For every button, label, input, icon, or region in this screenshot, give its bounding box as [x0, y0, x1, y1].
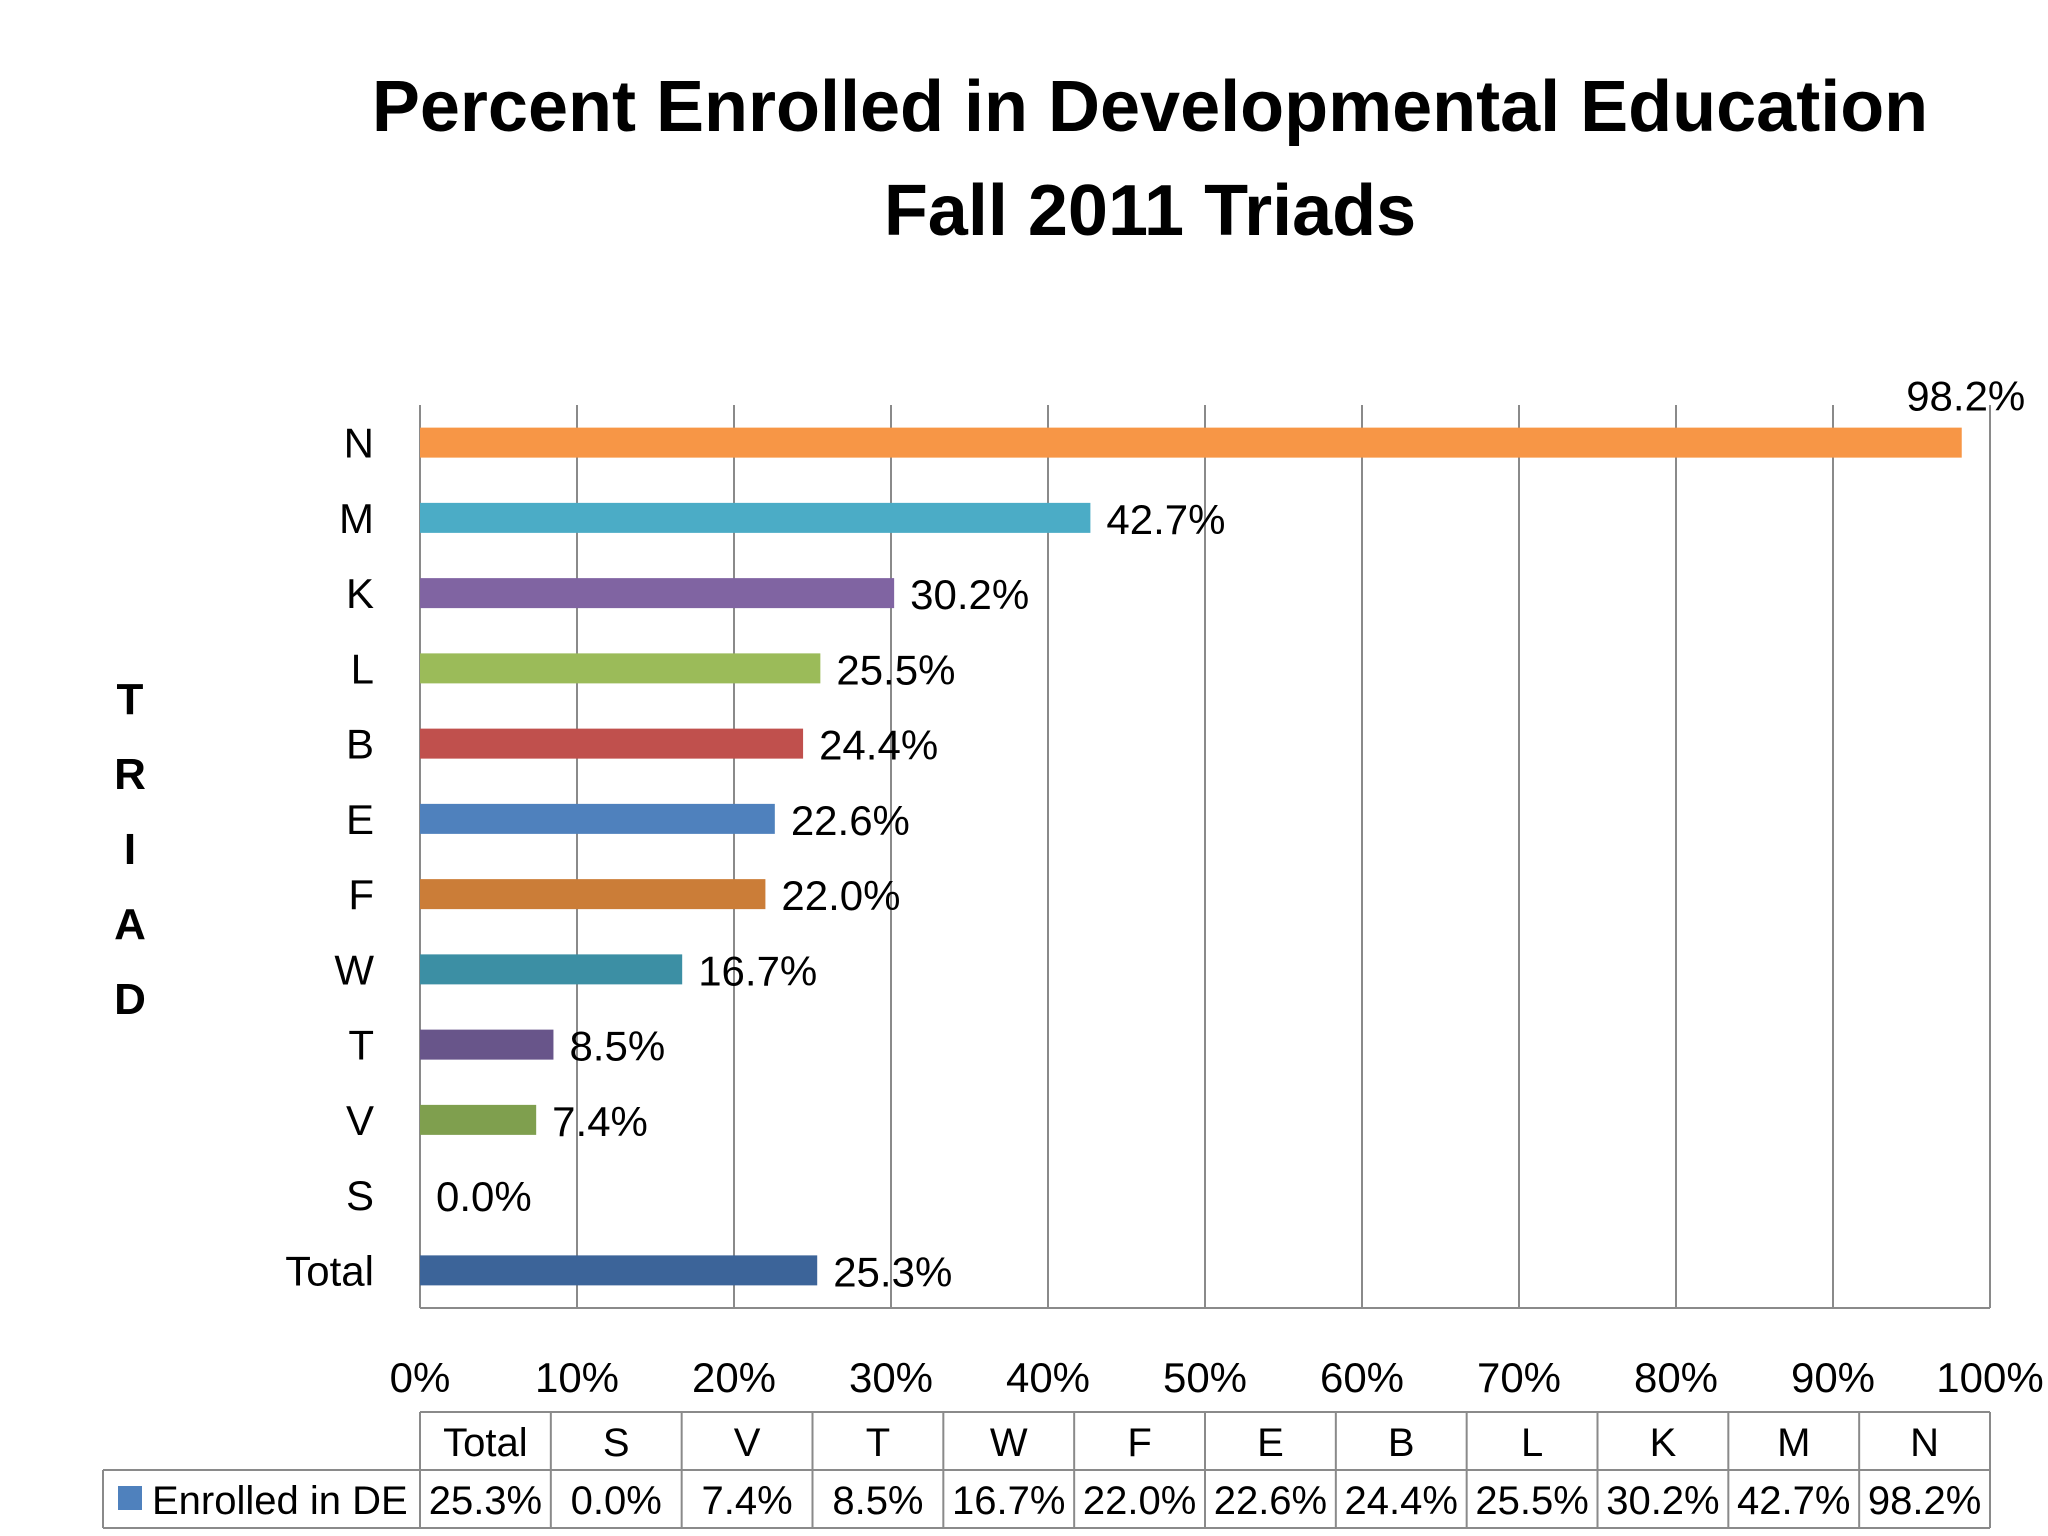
table-header-cell: M	[1777, 1421, 1810, 1465]
category-label: B	[346, 721, 374, 768]
legend-key	[118, 1486, 142, 1510]
table-value-cell: 16.7%	[952, 1479, 1065, 1523]
category-label: T	[348, 1022, 374, 1069]
chart-title: Percent Enrolled in Developmental Educat…	[300, 55, 2000, 263]
category-label: N	[344, 420, 374, 467]
y-axis-title-letter: R	[114, 750, 146, 799]
data-label: 42.7%	[1106, 496, 1225, 543]
chart-title-line-2: Fall 2011 Triads	[883, 171, 1417, 251]
bar-m	[420, 502, 1091, 533]
bar-b	[420, 728, 804, 759]
x-tick-label: 70%	[1477, 1354, 1561, 1401]
data-label: 25.3%	[833, 1248, 952, 1295]
table-header-cell: S	[603, 1421, 630, 1465]
x-tick-label: 90%	[1791, 1354, 1875, 1401]
bar-t	[420, 1029, 554, 1060]
x-tick-label: 30%	[849, 1354, 933, 1401]
table-value-cell: 25.3%	[429, 1479, 542, 1523]
data-label: 7.4%	[552, 1098, 648, 1145]
table-header-cell: V	[734, 1421, 761, 1465]
y-axis-title-letter: T	[116, 675, 144, 724]
category-label: E	[346, 796, 374, 843]
table-header-cell: T	[866, 1421, 890, 1465]
table-value-cell: 98.2%	[1868, 1479, 1981, 1523]
x-tick-label: 0%	[390, 1354, 451, 1401]
data-label: 98.2%	[1906, 373, 2025, 420]
category-label: Total	[285, 1247, 374, 1294]
data-label: 22.6%	[791, 797, 910, 844]
category-label: S	[346, 1172, 374, 1219]
data-label: 16.7%	[698, 947, 817, 994]
table-header-cell: W	[990, 1421, 1028, 1465]
bar-n	[420, 427, 1962, 458]
x-tick-label: 100%	[1936, 1354, 2043, 1401]
data-label: 30.2%	[910, 571, 1029, 618]
table-header-cell: K	[1650, 1421, 1677, 1465]
x-tick-label: 20%	[692, 1354, 776, 1401]
table-value-cell: 22.0%	[1083, 1479, 1196, 1523]
y-axis-title-letter: I	[123, 825, 137, 874]
table-header-cell: Total	[443, 1421, 528, 1465]
table-value-cell: 24.4%	[1345, 1479, 1458, 1523]
y-axis-title-letter: D	[114, 975, 146, 1024]
table-value-cell: 25.5%	[1475, 1479, 1588, 1523]
table-value-cell: 8.5%	[832, 1479, 923, 1523]
bar-l	[420, 653, 821, 684]
data-label: 25.5%	[836, 646, 955, 693]
table-header-cell: N	[1910, 1421, 1939, 1465]
x-tick-label: 80%	[1634, 1354, 1718, 1401]
x-tick-label: 50%	[1163, 1354, 1247, 1401]
table-header-cell: L	[1521, 1421, 1543, 1465]
x-tick-label: 10%	[535, 1354, 619, 1401]
bar-total	[420, 1255, 818, 1286]
data-label: 22.0%	[781, 872, 900, 919]
table-header-cell: B	[1388, 1421, 1415, 1465]
bar-e	[420, 803, 775, 834]
category-label: L	[351, 645, 374, 692]
category-label: V	[346, 1097, 374, 1144]
table-value-cell: 30.2%	[1606, 1479, 1719, 1523]
table-value-cell: 0.0%	[571, 1479, 662, 1523]
table-value-cell: 7.4%	[701, 1479, 792, 1523]
table-header-cell: E	[1257, 1421, 1284, 1465]
data-label: 24.4%	[819, 722, 938, 769]
bar-k	[420, 578, 895, 609]
category-label: W	[334, 946, 374, 993]
bar-w	[420, 954, 683, 985]
bar-f	[420, 879, 766, 910]
y-axis-title: T R I A D	[100, 662, 160, 1037]
x-tick-label: 60%	[1320, 1354, 1404, 1401]
data-label: 8.5%	[569, 1023, 665, 1070]
category-label: K	[346, 570, 374, 617]
data-label: 0.0%	[436, 1173, 532, 1220]
table-series-name: Enrolled in DE	[152, 1479, 408, 1523]
table-value-cell: 22.6%	[1214, 1479, 1327, 1523]
bar-v	[420, 1104, 537, 1135]
category-label: F	[348, 871, 374, 918]
y-axis-title-letter: A	[114, 900, 146, 949]
category-label: M	[339, 495, 374, 542]
x-tick-label: 40%	[1006, 1354, 1090, 1401]
chart-title-line-1: Percent Enrolled in Developmental Educat…	[371, 67, 1929, 147]
table-value-cell: 42.7%	[1737, 1479, 1850, 1523]
table-header-cell: F	[1127, 1421, 1151, 1465]
